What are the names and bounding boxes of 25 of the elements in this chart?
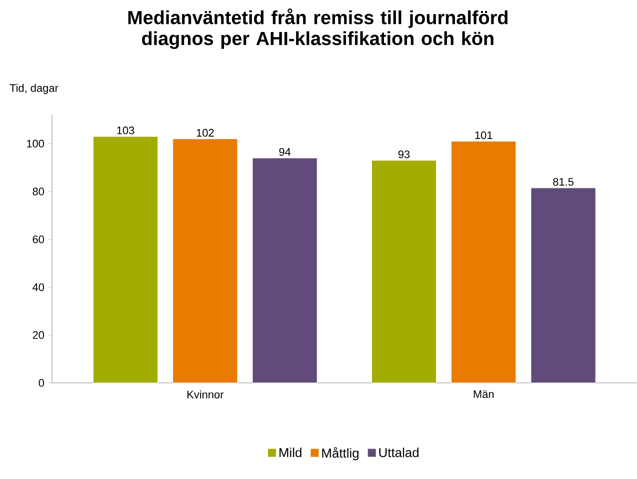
- chart-title: Medianväntetid från remiss till journalförd diagnos per AHI-klassifikation och kön: [128, 8, 508, 50]
- y-axis-title: Tid, dagar: [10, 84, 58, 94]
- y-tick-label: 80: [32, 188, 44, 196]
- bar: [530, 188, 596, 384]
- x-tick-label: Män: [474, 390, 494, 398]
- data-label: 93: [398, 150, 410, 158]
- legend-label: Uttalad: [379, 448, 418, 458]
- y-tick-label: 60: [32, 236, 44, 244]
- y-tick-label: 0: [38, 379, 44, 387]
- bar: [252, 158, 318, 384]
- data-label: 81.5: [553, 178, 574, 186]
- data-label: 102: [196, 129, 214, 137]
- bar: [92, 136, 158, 384]
- y-tick-label: 20: [32, 331, 44, 339]
- bar: [172, 138, 238, 384]
- data-label: 103: [117, 126, 134, 134]
- bar: [371, 160, 437, 384]
- legend-label: Mild: [280, 448, 302, 458]
- data-label: 101: [475, 131, 492, 140]
- data-label: 94: [279, 148, 291, 156]
- y-tick-label: 100: [27, 140, 44, 148]
- bar: [451, 141, 516, 384]
- x-tick-label: Kvinnor: [187, 390, 224, 399]
- y-tick-label: 40: [32, 283, 44, 292]
- legend-label: Måttlig: [322, 447, 358, 460]
